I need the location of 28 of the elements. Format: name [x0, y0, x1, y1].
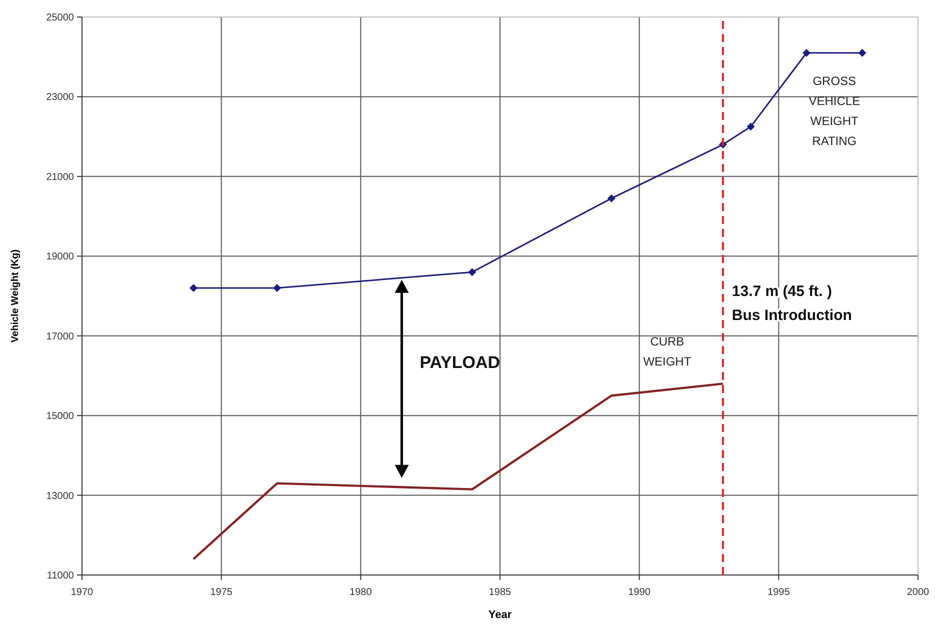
point [273, 284, 282, 292]
x-tick-label: 1995 [768, 587, 790, 598]
point [746, 122, 755, 131]
point [802, 48, 811, 57]
x-tick-label: 1980 [350, 587, 372, 598]
line-series [192, 382, 724, 560]
y-tick-label: 13000 [46, 490, 74, 502]
x-tick-label: 1970 [70, 587, 94, 598]
y-tick-label: 25000 [46, 12, 74, 24]
annotation: PAYLOAD [420, 352, 500, 372]
y-tick-label: 19000 [46, 252, 74, 263]
y-tick-label: 21000 [46, 172, 74, 183]
x-axis-title: Year [488, 609, 512, 621]
x-tick-label: 1990 [628, 587, 651, 598]
point [189, 284, 198, 292]
point [858, 48, 866, 57]
y-tick-label: 11000 [46, 570, 74, 582]
y-axis-title: Vehicle Weight (Kg) [10, 249, 21, 343]
y-tick-label: 23000 [46, 92, 74, 104]
point [468, 268, 476, 276]
x-tick-label: 1975 [210, 587, 233, 598]
series-label: GROSS VEHICLE WEIGHT RATING [808, 74, 860, 148]
x-tick-label: 1985 [488, 587, 512, 598]
y-tick-label: 15000 [46, 411, 74, 422]
series-label: CURB WEIGHT [643, 334, 692, 369]
x-tick-label: 2000 [906, 587, 930, 598]
point [607, 194, 616, 202]
y-tick-label: 17000 [46, 331, 74, 342]
